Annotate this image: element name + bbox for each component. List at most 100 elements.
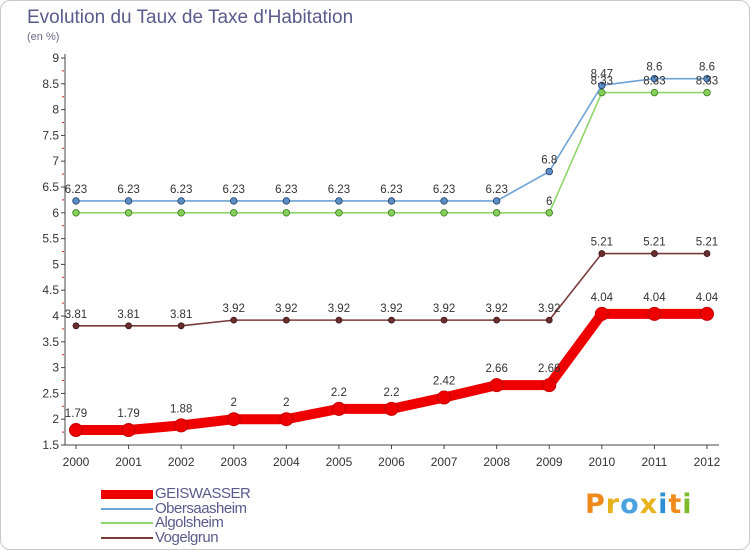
data-label-obersaasheim: 8.6	[699, 62, 715, 74]
data-point-algolsheim	[230, 209, 238, 217]
data-label-algolsheim: 6	[546, 196, 552, 208]
data-point-geiswasser	[647, 306, 662, 321]
data-label-geiswasser: 1.79	[65, 408, 87, 420]
data-point-geiswasser	[594, 306, 609, 321]
data-label-obersaasheim: 6.23	[117, 184, 139, 196]
logo-letter: t	[668, 489, 683, 520]
y-tick-label: 7	[52, 154, 59, 168]
data-label-vogelgrun: 5.21	[643, 237, 665, 249]
data-label-vogelgrun: 5.21	[696, 237, 718, 249]
data-label-geiswasser: 1.88	[170, 403, 192, 415]
data-point-algolsheim	[703, 88, 711, 97]
legend-label: GEISWASSER	[155, 485, 251, 502]
data-label-obersaasheim: 6.23	[380, 184, 402, 196]
data-point-vogelgrun	[493, 316, 501, 324]
data-label-vogelgrun: 3.81	[117, 309, 139, 321]
data-point-algolsheim	[545, 209, 553, 217]
data-point-obersaasheim	[387, 197, 396, 205]
data-label-geiswasser: 2.42	[433, 376, 455, 388]
data-label-obersaasheim: 6.23	[275, 184, 297, 196]
data-label-obersaasheim: 8.6	[646, 62, 662, 74]
y-tick-label: 2.5	[42, 386, 59, 400]
data-point-geiswasser	[700, 306, 714, 321]
data-point-geiswasser	[384, 401, 399, 416]
y-tick-label: 9	[52, 51, 59, 65]
data-point-obersaasheim	[124, 197, 133, 205]
y-tick-label: 2	[52, 412, 59, 426]
data-point-obersaasheim	[650, 74, 659, 83]
x-tick-label: 2001	[115, 455, 142, 469]
x-tick-label: 2008	[483, 455, 510, 469]
y-tick-label: 8	[52, 103, 59, 117]
logo-letter: i	[682, 489, 693, 520]
x-tick-label: 2010	[588, 455, 615, 469]
data-label-obersaasheim: 6.23	[328, 184, 350, 196]
data-point-vogelgrun	[282, 316, 290, 324]
data-point-obersaasheim	[492, 197, 501, 205]
y-tick-label: 7.5	[42, 128, 59, 142]
data-point-algolsheim	[282, 209, 291, 217]
legend-item-vogelgrun: Vogelgrun	[101, 529, 301, 546]
series-line-obersaasheim	[75, 77, 708, 202]
data-point-vogelgrun	[177, 322, 185, 330]
legend-item-geiswasser: GEISWASSER	[101, 485, 301, 502]
logo-letter: r	[605, 489, 621, 520]
data-point-vogelgrun	[440, 316, 448, 324]
data-point-geiswasser	[121, 423, 136, 438]
data-label-geiswasser: 2.2	[331, 387, 347, 399]
data-point-algolsheim	[177, 209, 185, 217]
data-point-obersaasheim	[230, 197, 238, 205]
data-point-obersaasheim	[335, 197, 343, 205]
data-point-obersaasheim	[72, 197, 80, 205]
data-point-vogelgrun	[703, 250, 711, 257]
data-label-obersaasheim: 6.23	[170, 184, 192, 196]
data-label-vogelgrun: 3.92	[328, 303, 350, 315]
y-tick-label: 5.5	[42, 232, 59, 246]
y-tick-label: 3	[52, 361, 59, 375]
data-point-geiswasser	[437, 390, 452, 405]
data-point-vogelgrun	[125, 322, 132, 330]
data-point-vogelgrun	[72, 322, 80, 330]
data-point-algolsheim	[124, 209, 133, 217]
chart-subtitle: (en %)	[27, 31, 60, 43]
data-point-geiswasser	[331, 401, 346, 416]
data-point-algolsheim	[598, 88, 606, 97]
data-label-vogelgrun: 3.81	[170, 309, 192, 321]
data-label-geiswasser: 2	[231, 397, 237, 409]
proxiti-logo: Proxiti	[585, 489, 693, 520]
y-tick-label: 4.5	[42, 283, 59, 297]
data-point-vogelgrun	[335, 316, 343, 324]
legend-item-obersaasheim: Obersaasheim	[101, 499, 301, 517]
data-point-geiswasser	[69, 423, 83, 438]
data-point-algolsheim	[72, 209, 80, 217]
data-point-vogelgrun	[388, 316, 395, 324]
data-point-vogelgrun	[651, 250, 658, 257]
data-point-obersaasheim	[282, 197, 291, 205]
data-label-geiswasser: 4.04	[696, 292, 719, 304]
legend-swatch	[101, 489, 153, 499]
legend-label: Obersaasheim	[155, 499, 247, 517]
data-label-algolsheim: 8.33	[591, 76, 613, 88]
y-tick-label: 8.5	[42, 77, 59, 91]
x-tick-label: 2002	[168, 455, 195, 469]
data-label-obersaasheim: 6.23	[223, 184, 245, 196]
data-label-geiswasser: 4.04	[643, 292, 666, 304]
data-label-vogelgrun: 3.92	[223, 303, 245, 315]
data-point-algolsheim	[492, 209, 501, 217]
data-label-vogelgrun: 3.92	[275, 303, 297, 315]
data-label-vogelgrun: 5.21	[591, 237, 613, 249]
data-point-obersaasheim	[545, 167, 553, 176]
data-label-vogelgrun: 3.92	[538, 303, 560, 315]
legend-swatch	[101, 507, 153, 510]
data-point-vogelgrun	[545, 316, 553, 324]
data-label-vogelgrun: 3.92	[380, 303, 402, 315]
data-label-geiswasser: 2	[283, 397, 289, 409]
x-tick-label: 2007	[431, 455, 458, 469]
y-tick-label: 4	[52, 309, 59, 323]
data-label-geiswasser: 2.66	[485, 363, 507, 375]
y-tick-label: 6	[52, 206, 59, 220]
legend-swatch	[101, 522, 153, 524]
data-point-obersaasheim	[598, 81, 606, 90]
y-tick-label: 1.5	[42, 438, 59, 452]
